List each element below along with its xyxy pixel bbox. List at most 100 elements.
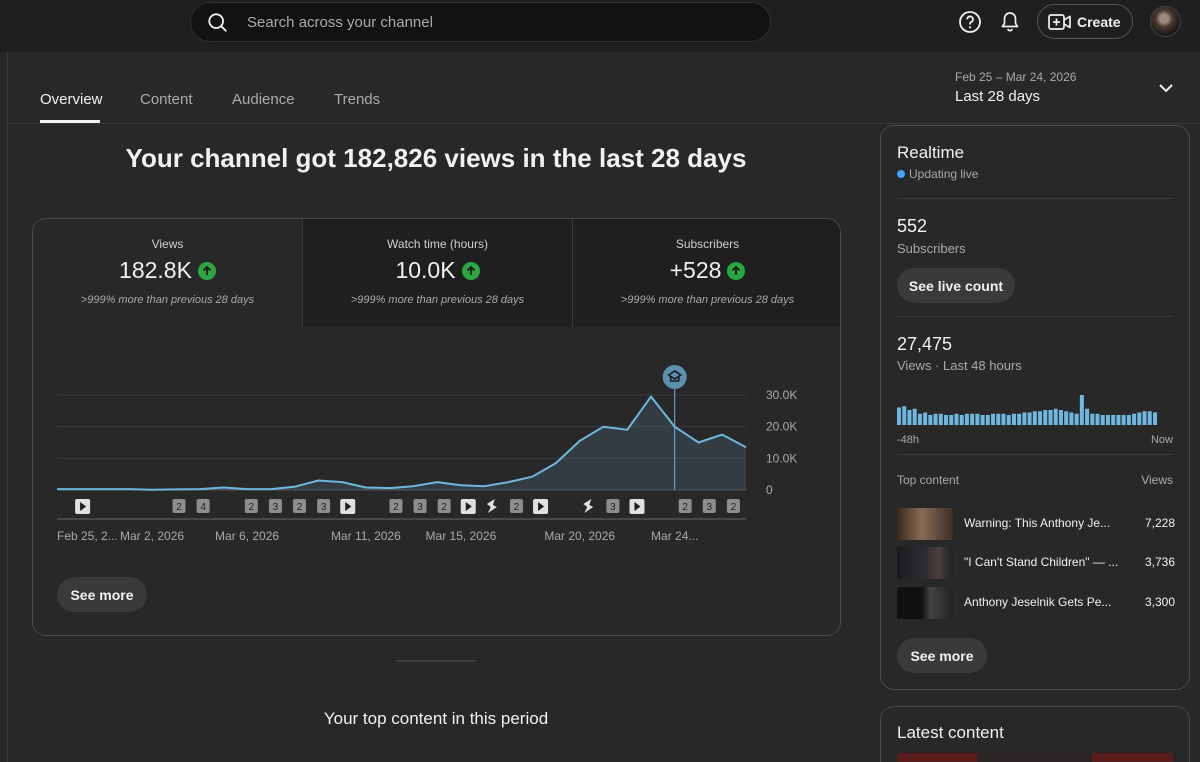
video-count-marker[interactable] <box>726 499 740 513</box>
realtime-bar[interactable] <box>975 413 980 425</box>
realtime-status: Updating live <box>897 167 978 181</box>
metric-value: 182.8K <box>119 257 192 283</box>
metric-tab-watch-time[interactable]: Watch time (hours) 10.0K >999% more than… <box>302 219 572 327</box>
top-content-item[interactable]: Warning: This Anthony Je... 7,228 <box>897 508 1175 540</box>
realtime-bar[interactable] <box>917 413 922 425</box>
realtime-bar[interactable] <box>1032 411 1037 425</box>
realtime-bar[interactable] <box>949 415 954 425</box>
realtime-bar[interactable] <box>1105 415 1110 425</box>
realtime-bar[interactable] <box>1053 408 1058 425</box>
realtime-bar[interactable] <box>1126 415 1131 425</box>
video-count-marker[interactable] <box>196 499 210 513</box>
realtime-bar[interactable] <box>1043 410 1048 425</box>
realtime-bar[interactable] <box>964 413 969 425</box>
video-count-marker[interactable] <box>293 499 307 513</box>
realtime-bar[interactable] <box>1027 412 1032 426</box>
subscribers-count: 552 <box>897 216 928 236</box>
realtime-bar[interactable] <box>1048 410 1053 425</box>
tab-trends[interactable]: Trends <box>334 91 381 108</box>
video-count-label: 3 <box>707 502 713 513</box>
realtime-bar[interactable] <box>1017 413 1022 425</box>
see-more-button[interactable]: See more <box>897 638 987 673</box>
video-count-marker[interactable] <box>606 499 620 513</box>
tab-content[interactable]: Content <box>140 91 193 108</box>
realtime-bar[interactable] <box>1152 412 1157 426</box>
realtime-bar[interactable] <box>980 415 985 425</box>
realtime-bar[interactable] <box>938 413 943 425</box>
realtime-bar[interactable] <box>996 413 1001 425</box>
video-count-marker[interactable] <box>244 499 258 513</box>
metric-tab-subscribers[interactable]: Subscribers +528 >999% more than previou… <box>572 219 840 327</box>
video-count-marker[interactable] <box>413 499 427 513</box>
search-bar[interactable]: Search across your channel <box>190 2 771 42</box>
realtime-bar[interactable] <box>944 415 949 425</box>
realtime-bar[interactable] <box>1011 413 1016 425</box>
realtime-bar[interactable] <box>1022 412 1027 426</box>
realtime-bar[interactable] <box>1069 412 1074 426</box>
realtime-bar[interactable] <box>991 413 996 425</box>
realtime-bar[interactable] <box>902 406 907 425</box>
realtime-bar[interactable] <box>1064 411 1069 425</box>
help-icon[interactable] <box>958 10 982 34</box>
search-input[interactable]: Search across your channel <box>247 14 433 31</box>
realtime-bar[interactable] <box>1100 415 1105 425</box>
realtime-bar[interactable] <box>923 412 928 426</box>
tab-overview[interactable]: Overview <box>40 91 103 108</box>
x-tick-label: Mar 11, 2026 <box>331 529 401 543</box>
see-live-count-button[interactable]: See live count <box>897 268 1015 303</box>
video-count-marker[interactable] <box>509 499 523 513</box>
tab-audience[interactable]: Audience <box>232 91 295 108</box>
realtime-bar[interactable] <box>1090 413 1095 425</box>
shorts-icon[interactable] <box>583 499 594 513</box>
realtime-bar[interactable] <box>933 413 938 425</box>
milestone-icon[interactable] <box>662 365 687 389</box>
realtime-bar[interactable] <box>912 408 917 425</box>
realtime-bar[interactable] <box>1001 413 1006 425</box>
realtime-bar[interactable] <box>1142 411 1147 425</box>
metric-tab-views[interactable]: Views 182.8K >999% more than previous 28… <box>33 219 302 327</box>
realtime-bar[interactable] <box>1147 411 1152 425</box>
realtime-bar[interactable] <box>1121 415 1126 425</box>
period-label: Last 28 days <box>955 88 1041 105</box>
top-content-item[interactable]: Anthony Jeselnik Gets Pe... 3,300 <box>897 587 1175 619</box>
realtime-bar[interactable] <box>907 410 912 425</box>
realtime-bar[interactable] <box>1074 413 1079 425</box>
realtime-bar[interactable] <box>1137 412 1142 426</box>
realtime-bar-chart[interactable] <box>897 389 1157 425</box>
realtime-bar[interactable] <box>1116 415 1121 425</box>
video-count-marker[interactable] <box>317 499 331 513</box>
realtime-bar[interactable] <box>1079 395 1084 425</box>
realtime-bar[interactable] <box>959 415 964 425</box>
top-bar: Search across your channel Create <box>0 0 1200 52</box>
metric-value: +528 <box>669 257 722 283</box>
video-count-marker[interactable] <box>172 499 186 513</box>
video-count-marker[interactable] <box>678 499 692 513</box>
video-count-marker[interactable] <box>268 499 282 513</box>
latest-video-thumbnail[interactable] <box>897 753 1173 762</box>
realtime-bar[interactable] <box>1095 413 1100 425</box>
realtime-bar[interactable] <box>985 415 990 425</box>
realtime-bar[interactable] <box>954 413 959 425</box>
realtime-bar[interactable] <box>1038 411 1043 425</box>
video-count-marker[interactable] <box>437 499 451 513</box>
account-avatar[interactable] <box>1150 6 1181 37</box>
see-more-button[interactable]: See more <box>57 577 147 612</box>
realtime-bar[interactable] <box>970 413 975 425</box>
realtime-bar[interactable] <box>1085 408 1090 425</box>
video-count-marker[interactable] <box>389 499 403 513</box>
shorts-icon[interactable] <box>486 499 497 513</box>
video-count-label: 4 <box>200 502 206 513</box>
realtime-bar[interactable] <box>928 415 933 425</box>
realtime-bar[interactable] <box>897 407 902 426</box>
realtime-bar[interactable] <box>1058 410 1063 425</box>
notifications-bell-icon[interactable] <box>998 10 1022 34</box>
top-content-item[interactable]: "I Can't Stand Children" — ... 3,736 <box>897 547 1175 579</box>
realtime-bar[interactable] <box>1132 413 1137 425</box>
arrow-up-icon <box>727 261 746 280</box>
chevron-down-icon[interactable] <box>1158 82 1174 94</box>
realtime-bar[interactable] <box>1006 415 1011 425</box>
create-button[interactable]: Create <box>1037 4 1133 39</box>
realtime-bar[interactable] <box>1111 415 1116 425</box>
views-chart[interactable]: 2 4 2 3 2 3 2 3 2 2 3 2 3 2 30.0K 20.0K 10.0K 0 Feb 25, … <box>33 327 841 567</box>
video-count-marker[interactable] <box>702 499 716 513</box>
